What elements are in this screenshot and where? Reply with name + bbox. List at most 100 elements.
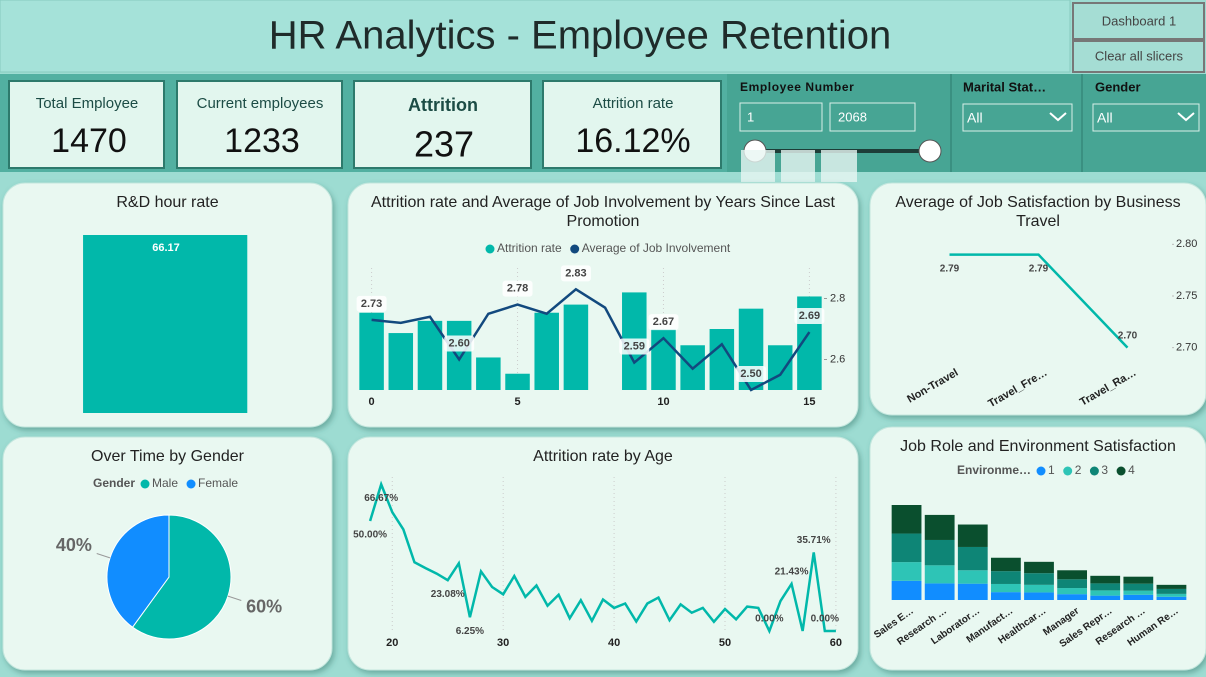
bar <box>709 329 735 390</box>
ribbon-segment <box>1123 590 1154 595</box>
bar <box>417 320 443 390</box>
data-label: 2.73 <box>361 298 382 310</box>
ribbon-segment <box>990 571 1021 584</box>
data-label-box <box>619 338 650 355</box>
data-label: 40% <box>56 535 92 555</box>
slider-handle[interactable] <box>918 139 942 163</box>
bar <box>388 333 414 390</box>
chevron <box>1177 112 1195 122</box>
ribbon-segment <box>924 565 955 584</box>
slicer-from[interactable]: 1 <box>747 109 754 124</box>
ribbon-segment <box>1057 588 1088 595</box>
legend-marker <box>1089 466 1099 476</box>
x-tick-label: 15 <box>803 396 815 408</box>
ribbon-segment <box>1123 576 1154 584</box>
chart-title: Attrition rate by Age <box>533 448 673 465</box>
ribbon-segment <box>1024 561 1054 574</box>
y-tick-label: 2.80 <box>1176 238 1197 250</box>
bar <box>359 312 384 390</box>
data-label: 2.70 <box>1118 330 1138 341</box>
ribbon-segment <box>1024 592 1054 600</box>
legend-label: Female <box>198 476 238 490</box>
ribbon-segment <box>1090 590 1121 596</box>
x-tick-label: 50 <box>719 637 731 649</box>
data-label-box <box>794 308 825 325</box>
legend-label: 4 <box>1128 463 1135 477</box>
ribbon-segment <box>924 539 955 566</box>
legend-marker <box>570 244 580 254</box>
data-label: 2.78 <box>507 283 528 295</box>
ribbon-segment <box>1024 573 1054 585</box>
legend-title: Gender <box>93 476 135 490</box>
legend-label: Average of Job Involvement <box>582 241 731 255</box>
y-tick-label: 2.70 <box>1176 342 1197 354</box>
ribbon-segment <box>1156 596 1187 600</box>
slicer-to[interactable]: 2068 <box>838 109 867 124</box>
page-title: HR Analytics - Employee Retention <box>269 14 892 58</box>
pie-slice <box>131 514 232 640</box>
data-label: 2.50 <box>740 368 761 380</box>
data-label-box <box>356 295 387 312</box>
data-label: 66.67% <box>364 493 398 504</box>
line <box>368 480 836 635</box>
header-bar <box>0 0 1071 73</box>
kpi-value: 1470 <box>51 122 127 160</box>
data-label: 35.71% <box>797 535 831 546</box>
ribbon-segment <box>1090 575 1121 584</box>
chart-panel <box>869 426 1206 671</box>
ribbon-segment <box>957 546 988 571</box>
data-label: 50.00% <box>353 530 387 541</box>
slicer-input[interactable] <box>739 102 823 132</box>
legend-label: 2 <box>1075 463 1082 477</box>
legend-marker <box>1036 466 1046 476</box>
data-label: 0.00% <box>811 614 839 625</box>
chart-panel <box>869 182 1206 416</box>
x-tick-label: 30 <box>497 637 509 649</box>
y-tick-label: 2.75 <box>1176 290 1197 302</box>
slicer-input[interactable] <box>829 102 916 132</box>
data-label-box <box>502 280 533 297</box>
dropdown-value[interactable]: All <box>1097 110 1113 126</box>
chart-title: Average of Job Satisfaction by Business … <box>895 194 1181 230</box>
bar <box>83 235 248 413</box>
button-label[interactable]: Clear all slicers <box>1095 48 1184 63</box>
ribbon-segment <box>891 533 922 563</box>
button[interactable] <box>1072 2 1205 40</box>
dropdown[interactable] <box>1092 103 1200 132</box>
data-label: 2.59 <box>624 340 645 352</box>
filter-icon[interactable] <box>741 150 775 182</box>
bar <box>534 312 559 390</box>
leader-line <box>227 595 242 601</box>
ribbon-segment <box>990 557 1021 572</box>
data-label: 2.79 <box>1029 263 1049 274</box>
x-tick-label: 5 <box>514 396 520 408</box>
legend-label: 1 <box>1048 463 1055 477</box>
kpi-label: Attrition rate <box>593 95 674 112</box>
data-label: 2.69 <box>799 310 820 322</box>
ribbon-segment <box>1057 579 1088 589</box>
button-label[interactable]: Dashboard 1 <box>1102 13 1176 28</box>
ribbon-segment <box>1123 583 1154 591</box>
slicer-title: Gender <box>1095 79 1141 94</box>
dropdown-value[interactable]: All <box>967 110 983 126</box>
legend-label: Male <box>152 476 178 490</box>
ribbon-segment <box>1024 584 1054 593</box>
data-label: 2.60 <box>448 337 469 349</box>
focus-icon[interactable] <box>781 150 815 182</box>
ribbon-segment <box>1090 583 1121 591</box>
bar <box>446 320 472 390</box>
button[interactable] <box>1072 40 1205 73</box>
more-icon[interactable] <box>821 150 857 182</box>
x-tick-label: 20 <box>386 637 398 649</box>
kpi-value: 1233 <box>224 122 300 160</box>
legend-marker <box>140 479 150 489</box>
ribbon-segment <box>1090 595 1121 600</box>
ribbon-segment <box>891 562 922 581</box>
ribbon-segment <box>957 524 988 547</box>
ribbon-segment <box>957 583 988 600</box>
kpi-value: 237 <box>414 124 474 165</box>
ribbon-segment <box>1057 594 1088 600</box>
data-label: 23.08% <box>431 589 465 600</box>
data-label-box <box>648 314 679 331</box>
